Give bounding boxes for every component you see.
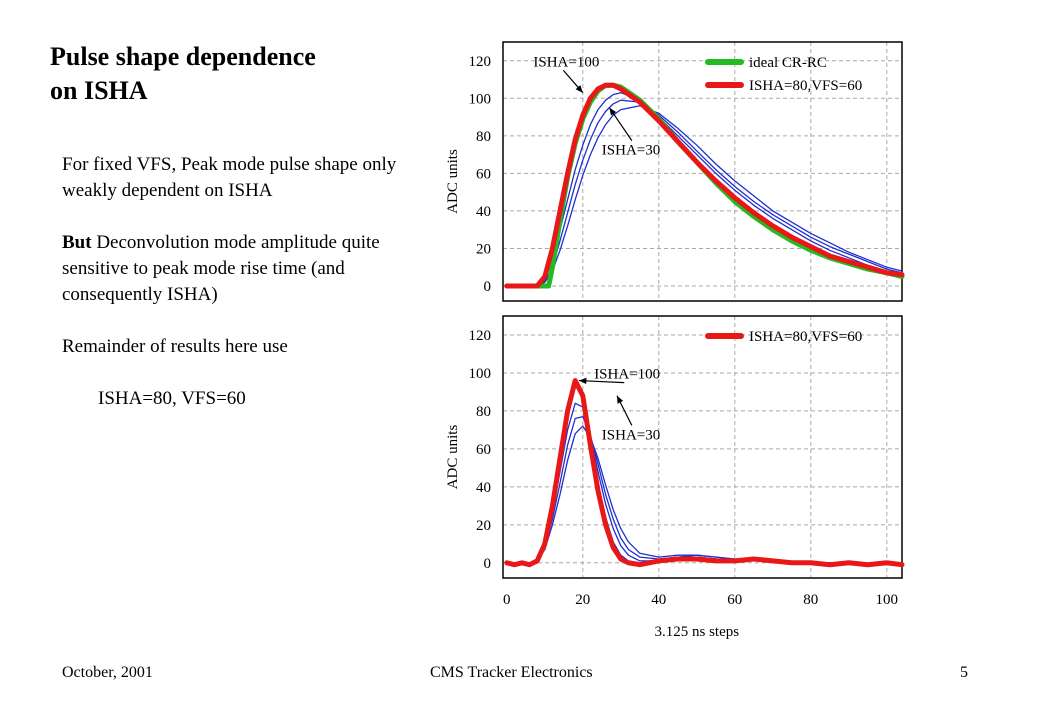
y-tick-label: 100 — [469, 91, 492, 107]
annotation-arrowhead — [609, 107, 617, 116]
annotation-arrowhead — [617, 395, 624, 404]
x-tick-label: 80 — [803, 592, 818, 608]
legend-label: ideal CR-RC — [749, 55, 827, 71]
y-tick-label: 60 — [476, 166, 491, 182]
chart-2: 0 20 40 60 80 100 120 0 20 40 60 80 100 ADC units 3.12… — [445, 315, 905, 640]
y-axis-label: ADC units — [445, 425, 461, 490]
y-tick-label: 40 — [476, 204, 491, 220]
footer-title: CMS Tracker Electronics — [430, 664, 593, 681]
para-deconvolution-text: Deconvolution mode amplitude quite sensi… — [62, 232, 380, 305]
series-line-isha-scan — [506, 425, 903, 566]
series-line-isha-80-vfs-60 — [504, 378, 905, 568]
para-settings: ISHA=80, VFS=60 — [98, 388, 246, 409]
slide-body: For fixed VFS, Peak mode pulse shape onl… — [62, 152, 442, 412]
y-tick-label: 80 — [476, 129, 491, 145]
x-tick-label: 20 — [575, 592, 590, 608]
legend-label: ISHA=80,VFS=60 — [749, 78, 862, 94]
x-tick-label: 0 — [503, 592, 511, 608]
annotation-arrow — [578, 379, 625, 384]
y-tick-label: 60 — [476, 442, 491, 458]
y-tick-label: 120 — [469, 54, 492, 70]
y-tick-label: 120 — [469, 328, 492, 344]
annotation-label: ISHA=30 — [602, 427, 660, 443]
y-axis-label: ADC units — [445, 149, 461, 214]
para-peak-mode: For fixed VFS, Peak mode pulse shape onl… — [62, 154, 397, 201]
annotation-label: ISHA=30 — [602, 143, 660, 159]
para-remainder: Remainder of results here use — [62, 336, 288, 357]
slide-title: Pulse shape dependence on ISHA — [50, 40, 316, 108]
y-tick-label: 100 — [469, 366, 492, 382]
y-tick-label: 20 — [476, 518, 491, 534]
plot-frame — [502, 315, 903, 579]
x-tick-label: 100 — [876, 592, 899, 608]
title-line-1: Pulse shape dependence — [50, 42, 316, 71]
y-tick-label: 0 — [484, 279, 492, 295]
chart-1: 0 20 40 60 80 100 120 ADC units ideal CR-RC ISHA=… — [445, 41, 905, 302]
y-tick-label: 0 — [484, 556, 492, 572]
annotation-arrowhead — [575, 85, 583, 93]
footer-page-number: 5 — [960, 664, 968, 681]
y-tick-label: 20 — [476, 241, 491, 257]
y-tick-label: 80 — [476, 404, 491, 420]
annotation-label: ISHA=100 — [594, 367, 660, 383]
x-axis-label: 3.125 ns steps — [655, 624, 740, 640]
para-deconvolution: But Deconvolution mode amplitude quite s… — [62, 230, 442, 308]
footer-date: October, 2001 — [62, 664, 153, 681]
annotation-label: ISHA=100 — [533, 54, 599, 70]
legend-label: ISHA=80,VFS=60 — [749, 329, 862, 345]
series-line-isha-80-vfs-60 — [504, 82, 905, 289]
title-line-2: on ISHA — [50, 76, 148, 105]
x-tick-label: 60 — [727, 592, 742, 608]
annotation-arrowhead — [579, 377, 587, 384]
para-bold-lead: But — [62, 232, 92, 253]
x-tick-label: 40 — [651, 592, 666, 608]
plot-frame — [502, 41, 903, 302]
y-tick-label: 40 — [476, 480, 491, 496]
